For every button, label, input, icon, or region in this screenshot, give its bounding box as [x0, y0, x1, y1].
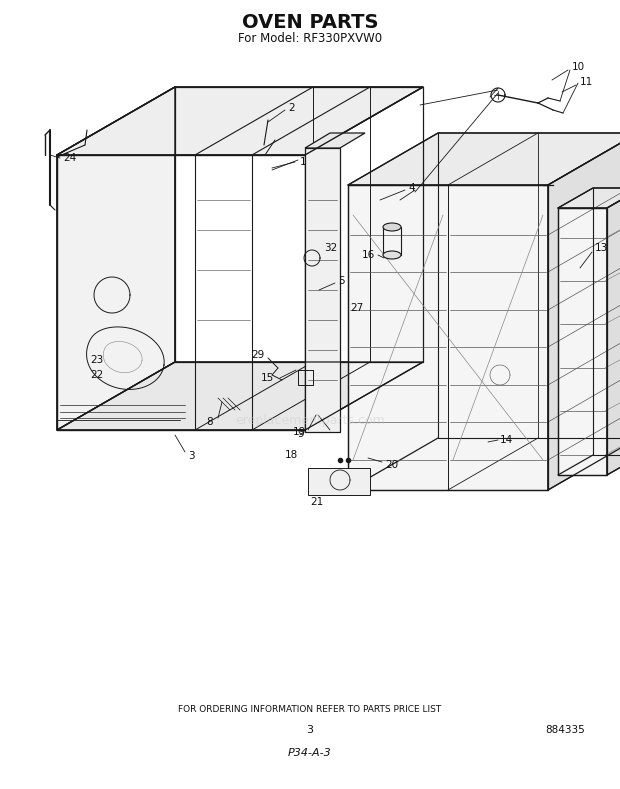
Polygon shape	[305, 133, 365, 148]
Polygon shape	[558, 208, 607, 475]
Text: 21: 21	[310, 497, 323, 507]
Text: 884335: 884335	[545, 725, 585, 735]
Polygon shape	[348, 185, 548, 490]
Text: 29: 29	[252, 350, 265, 360]
Text: 27: 27	[350, 303, 363, 313]
Text: ereplacementparts.com: ereplacementparts.com	[235, 413, 385, 427]
Text: 22: 22	[90, 370, 104, 380]
Polygon shape	[57, 87, 175, 430]
Text: 10: 10	[572, 62, 585, 72]
Text: 5: 5	[338, 276, 345, 286]
Text: 3: 3	[306, 725, 314, 735]
Polygon shape	[305, 148, 340, 432]
Polygon shape	[607, 188, 620, 475]
Text: 8: 8	[206, 417, 213, 427]
Text: 11: 11	[580, 77, 593, 87]
Text: 3: 3	[188, 451, 195, 461]
Ellipse shape	[383, 223, 401, 231]
Text: FOR ORDERING INFORMATION REFER TO PARTS PRICE LIST: FOR ORDERING INFORMATION REFER TO PARTS …	[179, 705, 441, 715]
Text: 4: 4	[408, 183, 415, 193]
Polygon shape	[308, 468, 370, 495]
Polygon shape	[558, 188, 620, 208]
Ellipse shape	[383, 251, 401, 259]
Polygon shape	[548, 133, 620, 490]
Text: 18: 18	[285, 450, 298, 460]
Text: OVEN PARTS: OVEN PARTS	[242, 13, 378, 32]
Text: 9: 9	[298, 429, 304, 439]
Text: 32: 32	[324, 243, 337, 253]
Text: For Model: RF330PXVW0: For Model: RF330PXVW0	[238, 32, 382, 44]
Text: 14: 14	[500, 435, 513, 445]
Text: 19: 19	[293, 427, 306, 437]
Text: 1: 1	[300, 157, 307, 167]
Text: P34-A-3: P34-A-3	[288, 748, 332, 758]
Text: 20: 20	[385, 460, 398, 470]
Text: 13: 13	[595, 243, 608, 253]
Text: 23: 23	[90, 355, 104, 365]
Text: 15: 15	[261, 373, 274, 383]
Polygon shape	[57, 87, 423, 155]
Polygon shape	[57, 362, 423, 430]
Polygon shape	[348, 133, 620, 185]
Text: 2: 2	[288, 103, 294, 113]
Text: 24: 24	[63, 153, 76, 163]
Text: 16: 16	[361, 250, 375, 260]
